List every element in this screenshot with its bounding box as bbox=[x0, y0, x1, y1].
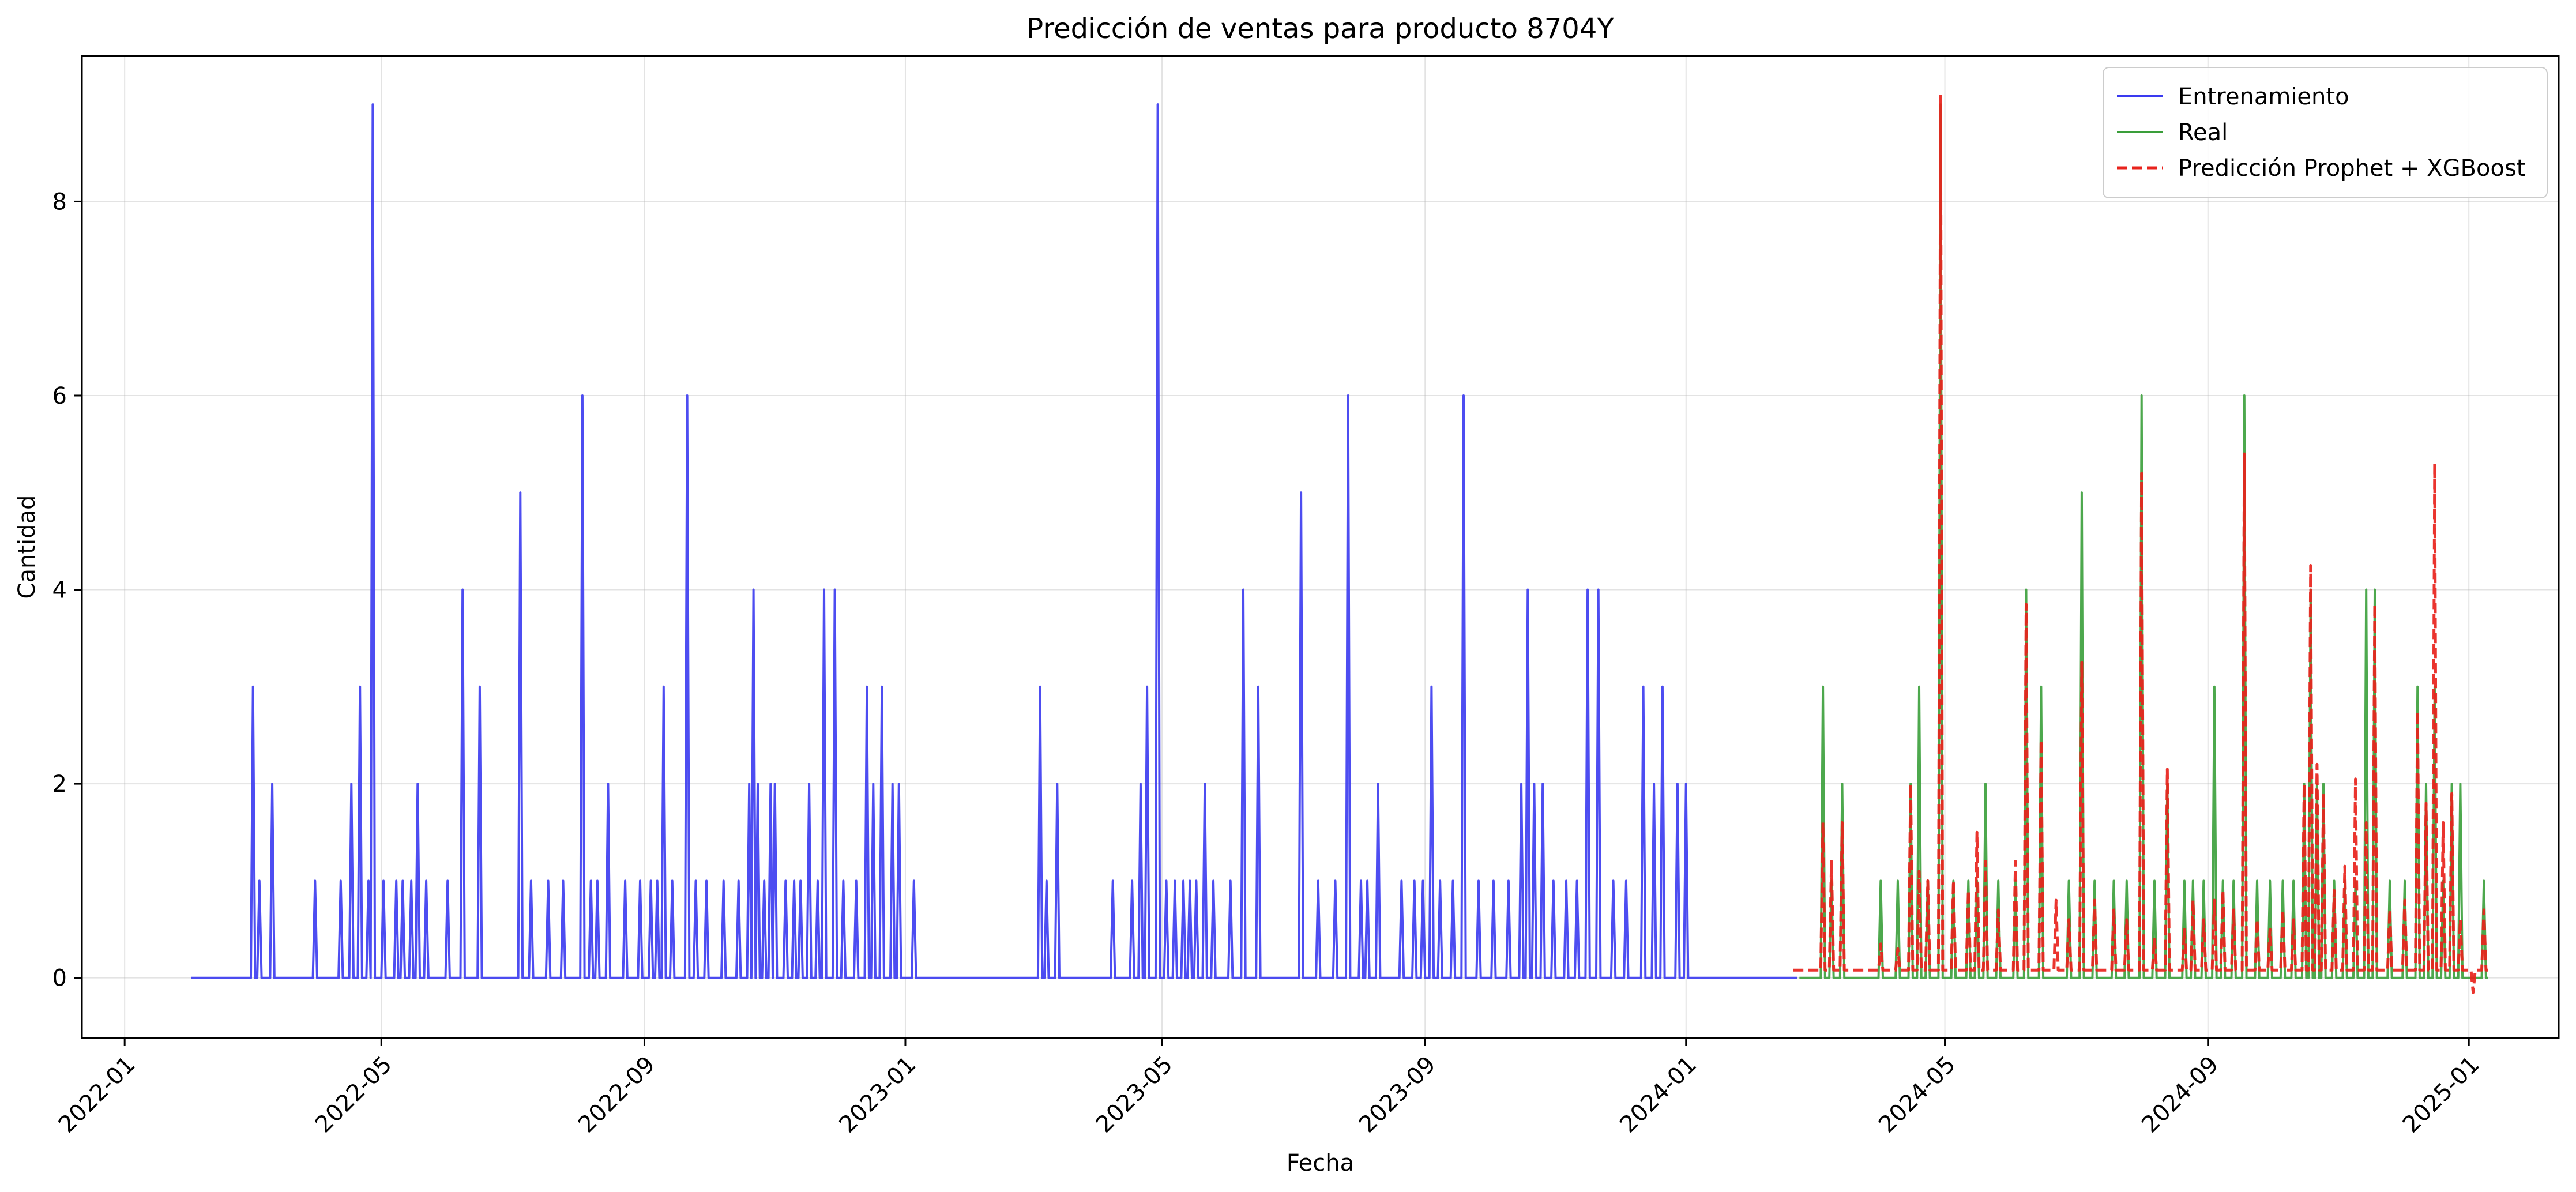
y-axis-title: Cantidad bbox=[14, 495, 40, 599]
legend-label: Real bbox=[2178, 119, 2228, 146]
legend-label: Predicción Prophet + XGBoost bbox=[2178, 155, 2525, 182]
legend: Entrenamiento Real Predicción Prophet + XG… bbox=[2103, 67, 2548, 198]
chart-title: Predicción de ventas para producto 8704Y bbox=[1026, 13, 1614, 45]
plot-area-frame bbox=[81, 55, 2560, 1039]
y-axis: 0 2 4 6 8 bbox=[52, 189, 82, 992]
y-tick-label: 0 bbox=[52, 965, 67, 992]
y-tick-label: 8 bbox=[52, 189, 67, 215]
y-tick-label: 6 bbox=[52, 383, 67, 409]
legend-box bbox=[2103, 67, 2548, 198]
x-axis-title: Fecha bbox=[1287, 1150, 1354, 1176]
legend-label: Entrenamiento bbox=[2178, 84, 2349, 110]
series-line-prediccion-prophet-xgboost bbox=[1793, 93, 2488, 994]
y-tick-label: 4 bbox=[52, 577, 67, 604]
series-layer bbox=[191, 93, 2488, 994]
series-line-entrenamiento bbox=[191, 103, 1797, 979]
y-tick-label: 2 bbox=[52, 771, 67, 798]
